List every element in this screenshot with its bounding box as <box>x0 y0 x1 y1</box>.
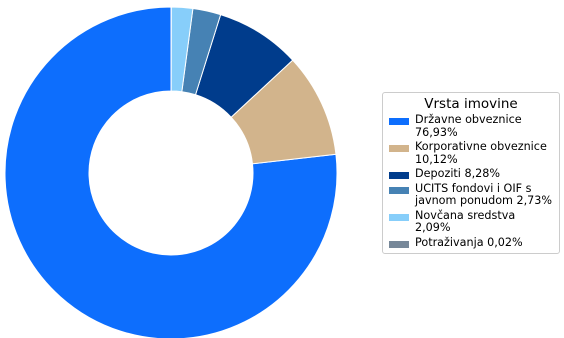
legend-swatch-1 <box>389 145 409 152</box>
legend-item-3: UCITS fondovi i OIF s javnom ponudom 2,73… <box>389 181 553 208</box>
legend-label-line: 76,93% <box>415 125 458 139</box>
donut-slice-0 <box>4 6 338 338</box>
legend-item-0: Državne obveznice 76,93% <box>389 113 553 139</box>
legend-label-0: Državne obveznice 76,93% <box>415 113 522 139</box>
legend-swatch-5 <box>389 240 409 248</box>
legend-label-line: Korporativne obveznice <box>415 140 547 153</box>
legend-swatch-3 <box>389 186 409 194</box>
legend-item-1: Korporativne obveznice 10,12% <box>389 140 553 166</box>
legend-label-5: Potraživanja 0,02% <box>415 235 523 250</box>
legend-label-line: Depoziti 8,28% <box>415 167 501 180</box>
legend-swatch-4 <box>389 213 409 221</box>
legend-swatch-2 <box>389 172 409 179</box>
legend-label-2: Depoziti 8,28% <box>415 167 501 181</box>
legend-label-line: 10,12% <box>415 152 458 166</box>
legend-title: Vrsta imovine <box>424 96 518 112</box>
legend-label-line: Potraživanja 0,02% <box>415 235 523 249</box>
legend-swatch-0 <box>389 118 409 125</box>
legend-item-2: Depoziti 8,28% <box>389 167 553 181</box>
legend-label-1: Korporativne obveznice 10,12% <box>415 140 547 166</box>
legend-item-4: Novčana sredstva 2,09% <box>389 208 553 235</box>
legend-item-5: Potraživanja 0,02% <box>389 235 553 250</box>
legend-label-line: Državne obveznice <box>415 113 522 126</box>
legend-label-3: UCITS fondovi i OIF s javnom ponudom 2,73… <box>415 181 553 208</box>
legend-label-line: Novčana sredstva 2,09% <box>415 208 516 234</box>
legend-label-line: javnom ponudom 2,73% <box>415 194 553 207</box>
legend-label-line: UCITS fondovi i OIF s <box>415 181 532 195</box>
donut-chart <box>4 6 338 338</box>
legend-label-4: Novčana sredstva 2,09% <box>415 208 553 235</box>
legend: Vrsta imovine Državne obveznice 76,93% Kor… <box>382 92 560 254</box>
